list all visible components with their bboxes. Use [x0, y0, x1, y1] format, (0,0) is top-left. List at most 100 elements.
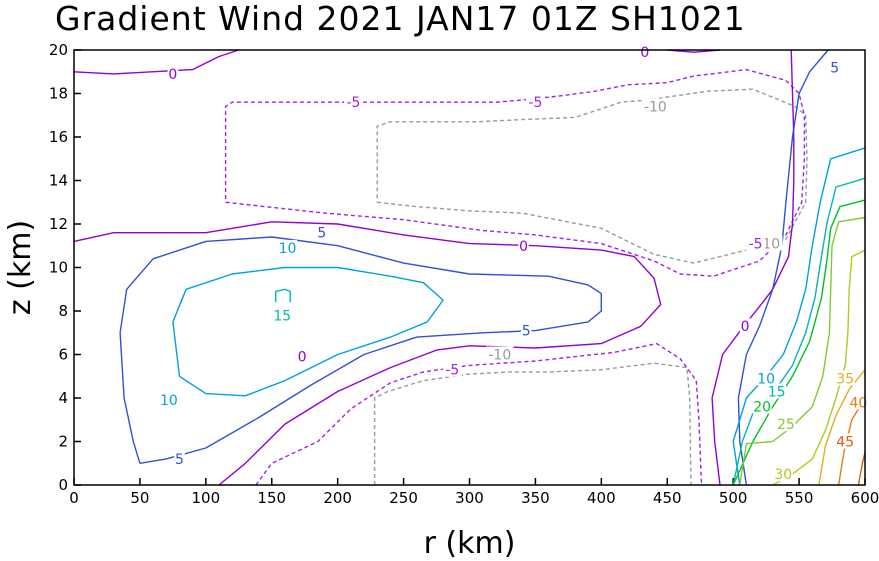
y-tick-label: 10	[49, 259, 68, 277]
contour-label-bg	[752, 398, 772, 414]
y-tick-label: 6	[58, 346, 68, 364]
contour-label-0: 0	[519, 239, 528, 255]
y-axis: 0 2 4 6 8 10 12 14 16 18 20	[49, 41, 81, 494]
y-tick-label: 14	[49, 172, 68, 190]
contour-label-bg	[829, 59, 840, 75]
contour-label-40: 40	[849, 395, 867, 411]
contour-label-bg	[835, 370, 855, 386]
contour-label-25: 25	[777, 417, 795, 433]
contour-label-bg	[639, 44, 651, 60]
x-axis: 0 50 100 150 200 250 300 350 400 450 500 550 600	[69, 478, 879, 507]
contour-label-bg	[343, 94, 363, 110]
contour-label-bg	[174, 450, 185, 466]
contour-label-bg	[746, 235, 766, 251]
x-tick-label: 450	[653, 489, 682, 507]
contour-label-bg	[520, 322, 532, 338]
contour-label--5: -5	[347, 95, 361, 111]
contour-label-5: 5	[830, 60, 839, 76]
contour-label-0: 0	[741, 319, 750, 335]
x-tick-label: 200	[323, 489, 352, 507]
y-axis-label: z (km)	[3, 220, 38, 315]
contour-line-15	[732, 177, 866, 486]
y-tick-label: 16	[49, 128, 68, 146]
contour-label-20: 20	[753, 400, 771, 416]
contour-line-15	[275, 288, 291, 303]
contour-label-bg	[525, 94, 545, 110]
contour-label-5: 5	[317, 226, 326, 242]
contour-label-bg	[767, 383, 787, 399]
contour-line-0	[73, 221, 662, 486]
contour-label-35: 35	[836, 371, 854, 387]
contour-label--10: -10	[488, 348, 511, 364]
contour-line--5	[224, 68, 806, 277]
contour-label-10: 10	[757, 371, 775, 387]
contour-label-bg	[316, 224, 328, 240]
contour-label-bg	[486, 346, 514, 362]
contour-line-25	[739, 216, 866, 486]
contour-line--10	[373, 362, 692, 486]
plot-frame	[73, 49, 866, 486]
contour-lines	[73, 49, 866, 486]
contour-label-bg	[518, 237, 529, 253]
contour-label-15: 15	[273, 308, 291, 324]
y-tick-label: 8	[58, 302, 68, 320]
contour-label-0: 0	[298, 350, 307, 366]
x-tick-label: 250	[389, 489, 418, 507]
contour-label-0: 0	[640, 45, 649, 61]
y-tick-label: 12	[49, 215, 68, 233]
contour-line-0	[73, 49, 240, 75]
contour-label-15: 15	[768, 384, 786, 400]
contour-line-20	[732, 199, 866, 486]
contour-label-bg	[835, 433, 855, 449]
y-tick-label: 4	[58, 389, 68, 407]
contour-label-5: 5	[175, 452, 184, 468]
x-tick-label: 350	[521, 489, 550, 507]
contour-label-bg	[776, 416, 796, 432]
contour-label-10: 10	[279, 241, 297, 257]
contour-line-5	[119, 236, 602, 464]
contour-label--5: -5	[445, 363, 459, 379]
contour-label-bg	[756, 370, 776, 386]
chart-title: Gradient Wind 2021 JAN17 01Z SH1021	[55, 0, 746, 38]
x-tick-label: 600	[851, 489, 879, 507]
contour-label-30: 30	[774, 467, 792, 483]
contour-label-bg	[272, 307, 292, 323]
contour-label-bg	[641, 98, 670, 114]
contour-label-0: 0	[168, 67, 177, 83]
x-tick-label: 300	[455, 489, 484, 507]
contour-line-10	[732, 147, 866, 486]
contour-line--10	[376, 88, 808, 264]
contour-labels: -10-10-10-5-5-5-500000555510101015152025…	[159, 44, 868, 483]
contour-label-bg	[296, 348, 308, 364]
contour-label-10: 10	[160, 393, 178, 409]
x-tick-label: 150	[257, 489, 286, 507]
contour-label-bg	[278, 239, 298, 255]
x-tick-label: 100	[192, 489, 221, 507]
contour-label--5: -5	[528, 95, 542, 111]
contour-label-bg	[167, 65, 179, 81]
contour-label-bg	[773, 466, 793, 482]
y-tick-label: 20	[49, 41, 68, 59]
contour-label-bg	[739, 318, 751, 334]
x-tick-label: 50	[130, 489, 149, 507]
x-tick-label: 400	[587, 489, 616, 507]
contour-label--5: -5	[749, 237, 763, 253]
contour-label-45: 45	[836, 435, 854, 451]
x-axis-label: r (km)	[424, 526, 516, 561]
contour-label-bg	[442, 361, 462, 377]
contour-line-10	[172, 266, 444, 397]
y-tick-label: 18	[49, 85, 68, 103]
contour-line-45	[857, 452, 866, 486]
x-tick-label: 550	[785, 489, 814, 507]
x-tick-label: 0	[69, 489, 79, 507]
contour-label-5: 5	[522, 324, 531, 340]
contour-label--10: -10	[644, 100, 667, 116]
x-tick-label: 500	[719, 489, 748, 507]
contour-line--5	[255, 342, 703, 486]
contour-label-bg	[159, 392, 179, 408]
y-tick-label: 2	[58, 433, 68, 451]
y-tick-label: 0	[58, 476, 68, 494]
contour-line-5	[737, 49, 829, 486]
contour-label-bg	[848, 394, 868, 410]
